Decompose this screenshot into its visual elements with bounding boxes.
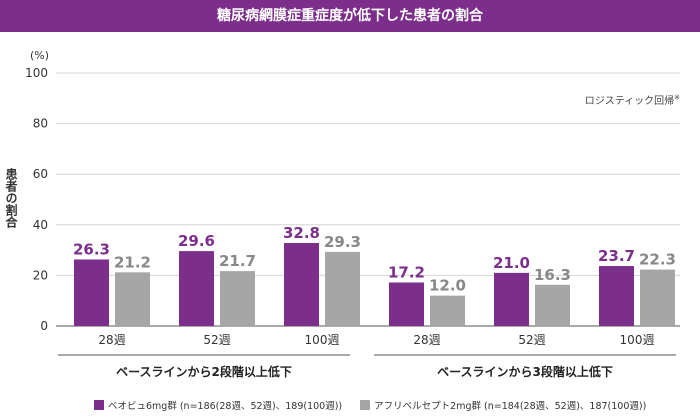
bar xyxy=(220,271,255,326)
method-note: ロジスティック回帰※ xyxy=(585,92,680,107)
bar xyxy=(640,269,675,326)
category-label: 52週 xyxy=(518,333,545,347)
category-label: 52週 xyxy=(203,333,230,347)
data-label: 22.3 xyxy=(639,251,676,269)
bar xyxy=(494,272,529,326)
bar xyxy=(430,295,465,326)
group-label: ベースラインから3段階以上低下 xyxy=(437,364,613,379)
legend-item-aflibercept: アフリベルセプト2mg群 (n=184(28週、52週)、187(100週)) xyxy=(360,398,646,412)
data-label: 21.2 xyxy=(114,253,151,271)
legend: ベオビュ6mg群 (n=186(28週、52週)、189(100週)) アフリベ… xyxy=(94,398,664,412)
legend-swatch-aflibercept xyxy=(360,400,371,410)
method-note-text: ロジスティック回帰 xyxy=(584,96,675,107)
bar-chart: 0 20 40 60 80 100 26.321.2 28週 29.621.7 52週 32.8 29… xyxy=(25,66,680,379)
bar xyxy=(115,272,150,326)
bar xyxy=(284,243,319,326)
legend-label-aflibercept: アフリベルセプト2mg群 (n=184(28週、52週)、187(100週)) xyxy=(374,401,647,412)
group-label: ベースラインから2段階以上低下 xyxy=(116,364,292,379)
data-label: 29.6 xyxy=(178,232,215,250)
bar xyxy=(535,284,570,326)
y-tick-label: 0 xyxy=(40,319,48,333)
legend-swatch-beovu xyxy=(94,400,104,410)
data-label: 17.2 xyxy=(388,263,425,281)
data-label: 21.7 xyxy=(219,252,256,270)
data-label: 23.7 xyxy=(598,247,635,265)
y-tick-label: 100 xyxy=(25,66,48,80)
y-unit-label: (%) xyxy=(30,49,50,62)
chart-title: 糖尿病網膜症重症度が低下した患者の割合 xyxy=(0,0,700,32)
bar xyxy=(74,259,109,326)
data-label: 12.0 xyxy=(429,277,466,295)
y-axis-label: 患者の割合 xyxy=(4,168,18,228)
bar xyxy=(325,251,360,326)
bar xyxy=(599,266,634,326)
bar xyxy=(179,251,214,326)
method-note-mark: ※ xyxy=(674,93,680,102)
legend-item-beovu: ベオビュ6mg群 (n=186(28週、52週)、189(100週)) xyxy=(94,398,342,412)
data-label: 29.3 xyxy=(324,233,361,251)
data-label: 21.0 xyxy=(493,254,530,272)
y-tick-label: 80 xyxy=(33,117,48,131)
category-label: 28週 xyxy=(98,333,125,347)
data-label: 26.3 xyxy=(73,240,110,258)
data-label: 32.8 xyxy=(283,224,320,242)
y-tick-label: 60 xyxy=(33,167,48,181)
category-label: 28週 xyxy=(413,333,440,347)
legend-label-beovu: ベオビュ6mg群 (n=186(28週、52週)、189(100週)) xyxy=(108,401,343,412)
y-tick-label: 40 xyxy=(33,218,48,232)
bar xyxy=(389,282,424,326)
data-label: 16.3 xyxy=(534,266,571,284)
category-label: 100週 xyxy=(620,333,655,347)
y-tick-label: 20 xyxy=(33,268,48,282)
category-label: 100週 xyxy=(305,333,340,347)
